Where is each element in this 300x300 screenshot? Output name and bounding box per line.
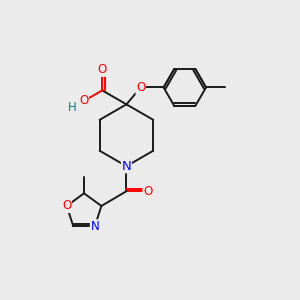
Text: N: N bbox=[90, 220, 99, 233]
Text: N: N bbox=[122, 160, 131, 173]
Text: O: O bbox=[62, 200, 71, 212]
Text: O: O bbox=[79, 94, 88, 107]
Text: O: O bbox=[136, 81, 145, 94]
Text: O: O bbox=[98, 63, 107, 76]
Text: H: H bbox=[68, 101, 77, 114]
Text: O: O bbox=[143, 185, 152, 198]
